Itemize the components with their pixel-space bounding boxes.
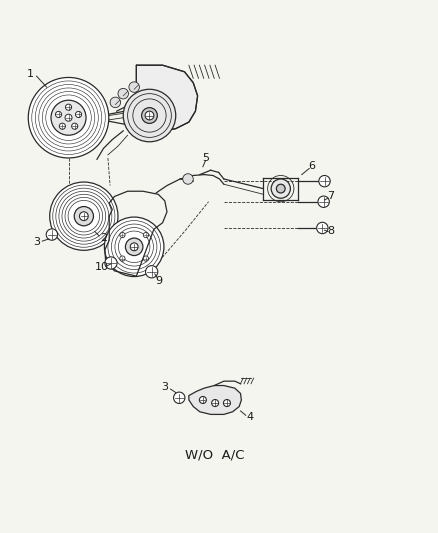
Polygon shape [136, 65, 197, 131]
Text: 4: 4 [246, 413, 253, 423]
Text: W/O  A/C: W/O A/C [185, 448, 244, 461]
Circle shape [79, 212, 88, 221]
Circle shape [123, 89, 175, 142]
Circle shape [145, 111, 153, 120]
Circle shape [105, 257, 117, 269]
Circle shape [316, 222, 327, 233]
Circle shape [129, 82, 139, 92]
Circle shape [130, 243, 138, 251]
Circle shape [125, 238, 143, 255]
Text: 8: 8 [327, 225, 334, 236]
Circle shape [120, 256, 125, 261]
Circle shape [65, 104, 71, 110]
Circle shape [51, 100, 86, 135]
Circle shape [28, 77, 109, 158]
Circle shape [71, 123, 78, 130]
Circle shape [317, 196, 328, 207]
Circle shape [120, 232, 125, 238]
Circle shape [104, 217, 163, 277]
Circle shape [49, 182, 118, 251]
Circle shape [118, 88, 128, 99]
Text: 3: 3 [33, 237, 40, 247]
Circle shape [145, 265, 157, 278]
Polygon shape [188, 385, 241, 415]
Text: 6: 6 [307, 161, 314, 171]
Circle shape [173, 392, 184, 403]
Text: 5: 5 [201, 153, 208, 163]
Text: 10: 10 [94, 262, 108, 272]
Circle shape [143, 256, 148, 261]
Text: 9: 9 [155, 276, 162, 286]
Circle shape [59, 123, 65, 130]
Circle shape [199, 397, 206, 403]
Text: 1: 1 [27, 69, 34, 79]
Circle shape [318, 175, 329, 187]
Text: 3: 3 [161, 382, 168, 392]
Circle shape [182, 174, 193, 184]
Text: 2: 2 [100, 233, 107, 243]
Circle shape [143, 232, 148, 238]
Circle shape [276, 184, 285, 193]
Circle shape [211, 400, 218, 407]
Text: 7: 7 [327, 191, 334, 201]
Circle shape [65, 114, 72, 121]
Circle shape [46, 229, 57, 240]
Circle shape [141, 108, 157, 124]
Circle shape [223, 400, 230, 407]
Circle shape [75, 111, 81, 118]
Circle shape [271, 179, 290, 198]
Circle shape [55, 111, 61, 118]
Circle shape [74, 207, 93, 226]
Circle shape [110, 97, 120, 108]
